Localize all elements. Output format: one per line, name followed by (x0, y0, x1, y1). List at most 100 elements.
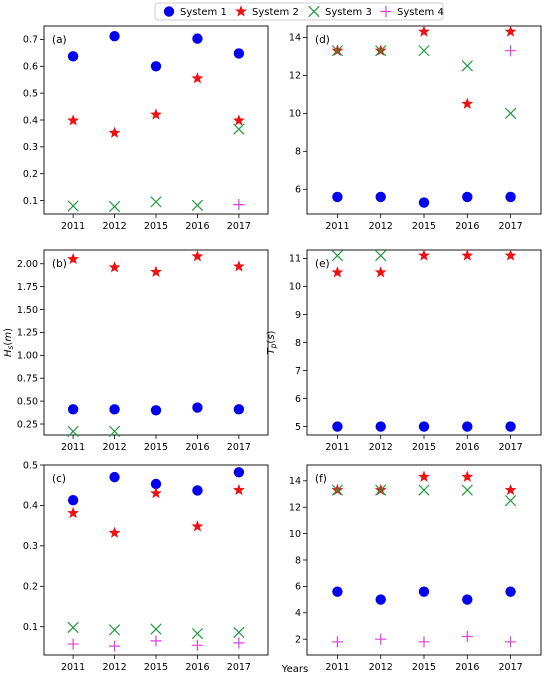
panel-a: 0.1 0.2 0.3 0.4 0.5 0.6 0.7 2011 2012 2015 2016 201… (23, 25, 269, 232)
plot-frame (306, 249, 542, 436)
point-system-2 (67, 114, 80, 126)
legend-label: System 3 (325, 7, 372, 18)
point-system-1 (375, 191, 386, 203)
point-system-2 (191, 250, 204, 262)
x-tick-label: 2015 (144, 221, 168, 232)
point-system-2 (150, 265, 162, 277)
y-tick-label: 2.00 (17, 259, 38, 270)
point-system-4 (233, 637, 245, 649)
point-system-1 (462, 594, 473, 605)
point-system-2 (331, 266, 344, 278)
point-system-2 (108, 261, 121, 273)
y-tick-label: 0.2 (23, 169, 38, 180)
x-tick-label: 2016 (455, 221, 479, 232)
point-system-3 (233, 123, 245, 135)
x-tick-label: 2015 (412, 442, 436, 453)
y-tick-label: 0.50 (17, 396, 38, 407)
point-system-2 (504, 249, 517, 261)
point-system-2 (67, 252, 80, 265)
point-system-1 (505, 191, 516, 203)
y-tick-label: 0.4 (23, 115, 38, 126)
point-system-3 (504, 495, 517, 507)
y-tick-label: 14 (289, 33, 301, 44)
point-system-3 (504, 107, 517, 119)
y-tick-label: 1.25 (17, 328, 38, 339)
point-system-2 (150, 108, 162, 120)
panel-label: (f) (315, 473, 327, 485)
point-system-1 (418, 197, 430, 208)
point-system-2 (232, 483, 245, 496)
y-tick-label: 10 (289, 109, 301, 120)
point-system-1 (332, 586, 343, 597)
point-system-4 (233, 199, 245, 211)
point-system-3 (150, 623, 162, 635)
point-system-3 (108, 624, 121, 636)
point-system-1 (462, 191, 473, 203)
point-system-4 (418, 636, 430, 648)
point-system-2 (232, 114, 245, 126)
x-tick-label: 2017 (227, 662, 251, 673)
legend-label: System 4 (397, 7, 444, 18)
y-tick-label: 2 (295, 634, 301, 645)
point-system-1 (67, 404, 79, 415)
x-tick-label: 2012 (102, 221, 126, 232)
y-tick-label: 11 (289, 254, 301, 265)
point-system-3 (375, 484, 387, 496)
y-tick-label: 12 (289, 71, 301, 82)
panel-e: 5 6 7 8 9 10 11 2011 2012 2015 2016 2017 (e) Tp(s) (266, 249, 542, 453)
point-system-2 (461, 470, 474, 482)
y-tick-label: 12 (289, 503, 301, 514)
point-system-3 (67, 200, 79, 212)
point-system-3 (331, 249, 344, 262)
panel-c: 0.1 0.2 0.3 0.4 0.5 2011 2012 2015 2016 2017 (c) (23, 460, 269, 673)
point-system-1 (192, 485, 203, 496)
y-tick-label: 6 (295, 582, 301, 593)
point-system-3 (418, 484, 430, 496)
y-tick-label: 0.1 (23, 196, 38, 207)
point-system-3 (108, 200, 121, 213)
point-system-1 (462, 421, 473, 432)
point-system-3 (375, 249, 387, 262)
point-system-2 (418, 25, 430, 37)
panel-label: (c) (52, 473, 66, 485)
y-axis-label: Hs(m) (3, 328, 15, 357)
point-system-2 (108, 526, 121, 538)
y-tick-label: 8 (295, 147, 301, 158)
point-system-3 (108, 425, 121, 437)
point-system-3 (461, 60, 473, 72)
point-system-3 (191, 627, 204, 640)
point-system-3 (191, 199, 204, 212)
y-tick-label: 0.25 (17, 419, 38, 430)
legend-marker-plus (380, 5, 392, 18)
point-system-2 (374, 266, 387, 278)
point-system-2 (191, 520, 204, 532)
x-tick-label: 2017 (498, 442, 522, 453)
point-system-4 (67, 638, 79, 650)
y-tick-label: 9 (295, 310, 301, 321)
point-system-4 (375, 633, 387, 645)
x-tick-label: 2012 (102, 442, 126, 453)
y-tick-label: 10 (289, 529, 301, 540)
legend-marker-circle (163, 6, 175, 17)
point-system-2 (418, 249, 430, 261)
point-system-3 (461, 484, 473, 496)
x-tick-label: 2017 (227, 221, 251, 232)
x-tick-label: 2017 (498, 662, 522, 673)
point-system-4 (504, 636, 517, 648)
point-system-4 (461, 630, 473, 643)
panel-f: 2 4 6 8 10 12 14 2011 2012 2015 2016 2017 (f) (289, 464, 542, 673)
x-tick-label: 2016 (185, 221, 209, 232)
point-system-3 (233, 626, 245, 638)
x-tick-label: 2015 (144, 662, 168, 673)
point-system-1 (109, 404, 120, 415)
point-system-2 (67, 506, 80, 519)
point-system-2 (418, 470, 430, 482)
y-tick-label: 0.5 (23, 460, 38, 471)
panel-b: 0.25 0.50 0.75 1.00 1.25 1.50 1.75 2.00 2011 2012… (3, 249, 269, 453)
x-tick-label: 2012 (369, 442, 393, 453)
point-system-1 (505, 586, 516, 597)
panel-d: 6 8 10 12 14 2011 2012 2015 2016 2017 (d) (289, 25, 542, 232)
y-tick-label: 0.5 (23, 88, 38, 99)
legend-item: System 1 (163, 6, 227, 18)
